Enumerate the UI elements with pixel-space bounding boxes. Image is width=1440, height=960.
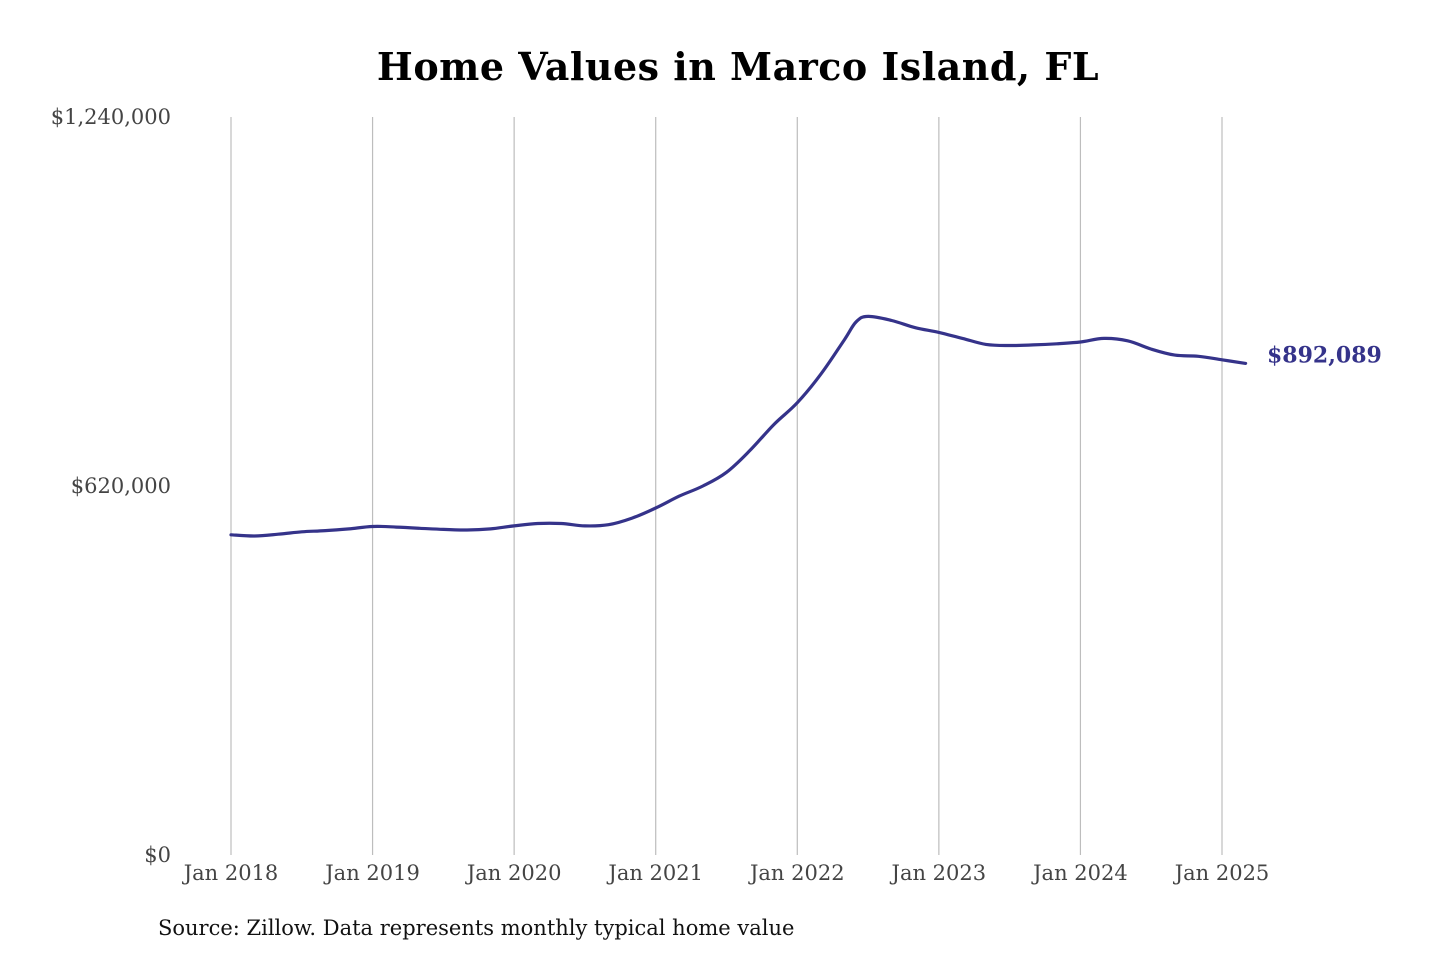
- y-tick-label: $0: [144, 843, 171, 867]
- x-tick-label: Jan 2021: [606, 861, 703, 885]
- series-layer: [229, 314, 1248, 538]
- latest-value-label: $892,089: [1267, 342, 1382, 368]
- grid-lines: [230, 117, 1223, 855]
- y-tick-label: $1,240,000: [51, 105, 171, 129]
- y-tick-label: $620,000: [71, 474, 171, 498]
- x-tick-label: Jan 2022: [748, 861, 845, 885]
- x-axis: Jan 2018 Jan 2019 Jan 2020 Jan 2021 Jan 2022…: [182, 861, 1270, 885]
- chart-title: Home Values in Marco Island, FL: [376, 44, 1100, 89]
- home-value-line: [229, 314, 1248, 538]
- x-tick-label: Jan 2019: [323, 861, 420, 885]
- source-note: Source: Zillow. Data represents monthly …: [158, 916, 795, 940]
- x-tick-label: Jan 2023: [890, 861, 987, 885]
- x-tick-label: Jan 2018: [182, 861, 279, 885]
- y-axis: $0 $620,000 $1,240,000: [51, 105, 171, 867]
- x-tick-label: Jan 2020: [465, 861, 562, 885]
- x-tick-label: Jan 2025: [1173, 861, 1270, 885]
- x-tick-label: Jan 2024: [1031, 861, 1128, 885]
- label-layer: $892,089: [1267, 342, 1382, 368]
